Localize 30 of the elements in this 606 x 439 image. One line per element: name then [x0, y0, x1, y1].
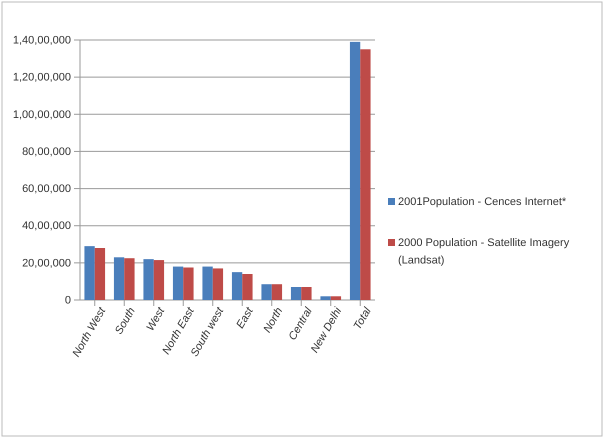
bar	[360, 49, 371, 300]
bar	[232, 272, 242, 300]
bar	[290, 287, 302, 300]
bar	[301, 287, 312, 300]
bar	[172, 266, 184, 300]
bar	[272, 284, 282, 300]
bar	[212, 268, 224, 300]
bar	[202, 266, 213, 300]
legend-label: 2001Population - Cences Internet*	[398, 196, 567, 208]
y-tick-label: 0	[64, 294, 71, 307]
bar	[124, 258, 135, 300]
y-tick-label: 1,20,00,000	[12, 72, 71, 84]
y-tick-label: 40,00,000	[22, 220, 71, 232]
bar	[143, 259, 154, 300]
y-tick-label: 60,00,000	[22, 183, 71, 196]
legend-label: 2000 Population - Satellite Imagery (Landsat)	[398, 237, 570, 267]
bar	[84, 246, 95, 300]
y-tick-label: 80,00,000	[22, 146, 71, 158]
bar	[183, 268, 194, 300]
bar	[261, 284, 272, 300]
bar	[242, 274, 253, 300]
bar	[320, 296, 331, 300]
bar	[94, 248, 106, 300]
bar	[114, 257, 124, 300]
bar	[154, 260, 164, 300]
bar	[330, 296, 342, 300]
y-tick-label: 1,00,00,000	[12, 108, 71, 121]
bar	[350, 42, 360, 300]
y-tick-label: 1,40,00,000	[12, 34, 71, 47]
y-tick-label: 20,00,000	[22, 257, 71, 270]
